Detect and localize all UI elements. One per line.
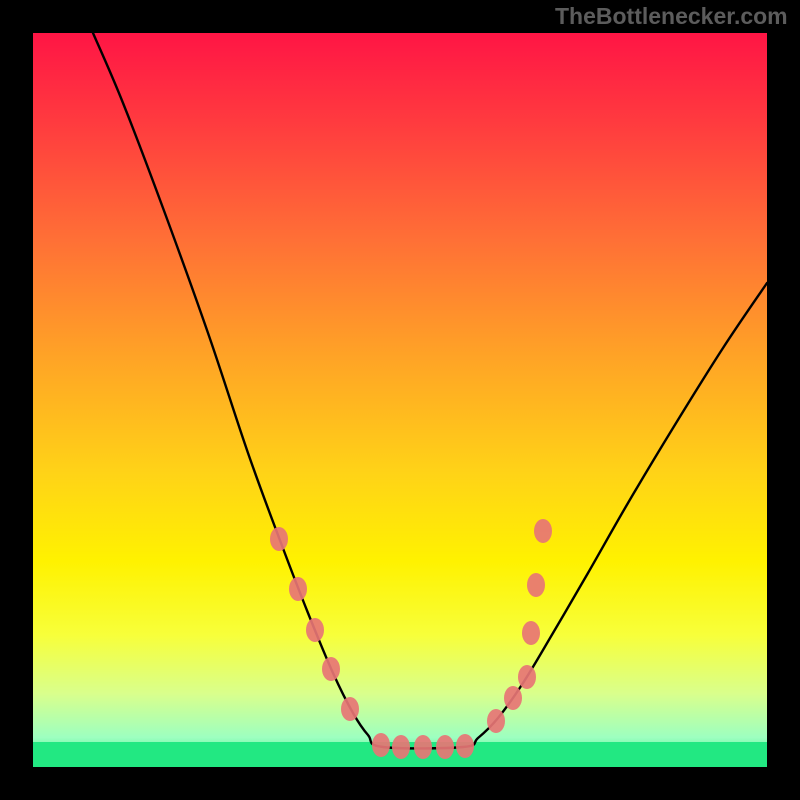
marker-point <box>270 527 288 551</box>
marker-point <box>414 735 432 759</box>
marker-point <box>392 735 410 759</box>
marker-point <box>322 657 340 681</box>
marker-point <box>534 519 552 543</box>
marker-point <box>504 686 522 710</box>
marker-point <box>306 618 324 642</box>
marker-point <box>518 665 536 689</box>
watermark-text: TheBottlenecker.com <box>555 3 788 30</box>
marker-point <box>436 735 454 759</box>
marker-point <box>289 577 307 601</box>
plot-svg <box>33 33 767 767</box>
gradient-background <box>33 33 767 767</box>
marker-point <box>372 733 390 757</box>
marker-point <box>456 734 474 758</box>
marker-point <box>527 573 545 597</box>
marker-point <box>341 697 359 721</box>
plot-area <box>33 33 767 767</box>
marker-point <box>487 709 505 733</box>
marker-point <box>522 621 540 645</box>
chart-frame: TheBottlenecker.com <box>0 0 800 800</box>
